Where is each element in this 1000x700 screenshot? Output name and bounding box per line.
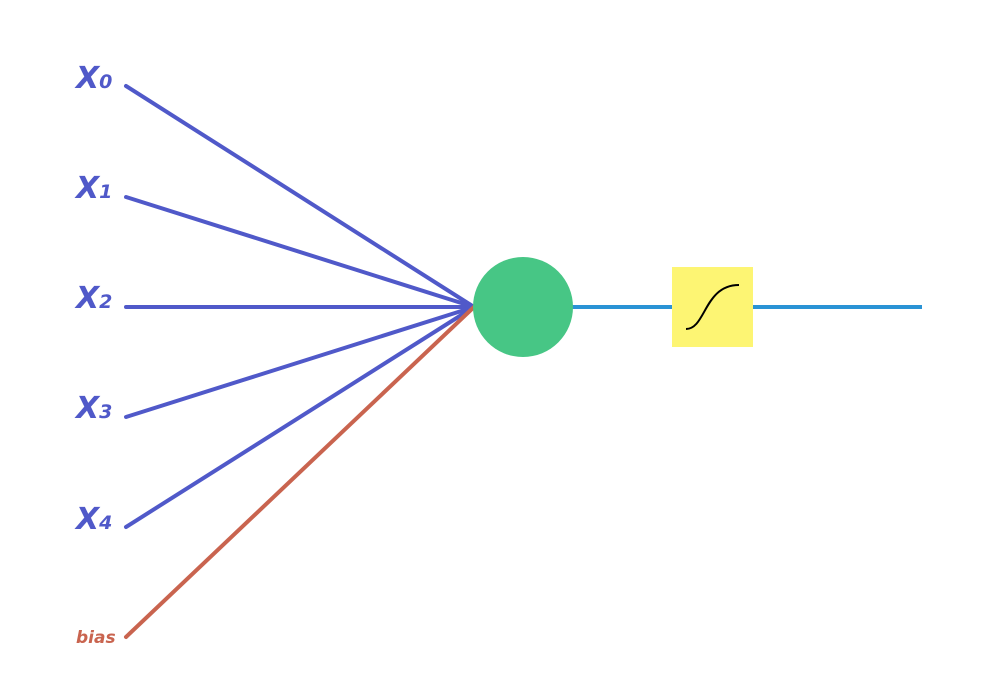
input-label-3: X3: [74, 391, 112, 426]
bias-label: bias: [76, 628, 116, 648]
bias-edge: [124, 305, 476, 639]
input-label-4: X4: [74, 502, 112, 537]
neuron-node: [473, 257, 573, 357]
input-edge-4: [124, 305, 476, 529]
input-edge-3: [124, 305, 476, 419]
activation-box: [672, 267, 753, 347]
sigmoid-curve-icon: [685, 284, 740, 330]
input-edge-1: [124, 195, 476, 309]
input-label-2: X2: [74, 281, 112, 316]
input-label-0: X0: [74, 61, 112, 96]
input-label-1: X1: [74, 171, 112, 206]
input-edge-0: [124, 84, 476, 309]
